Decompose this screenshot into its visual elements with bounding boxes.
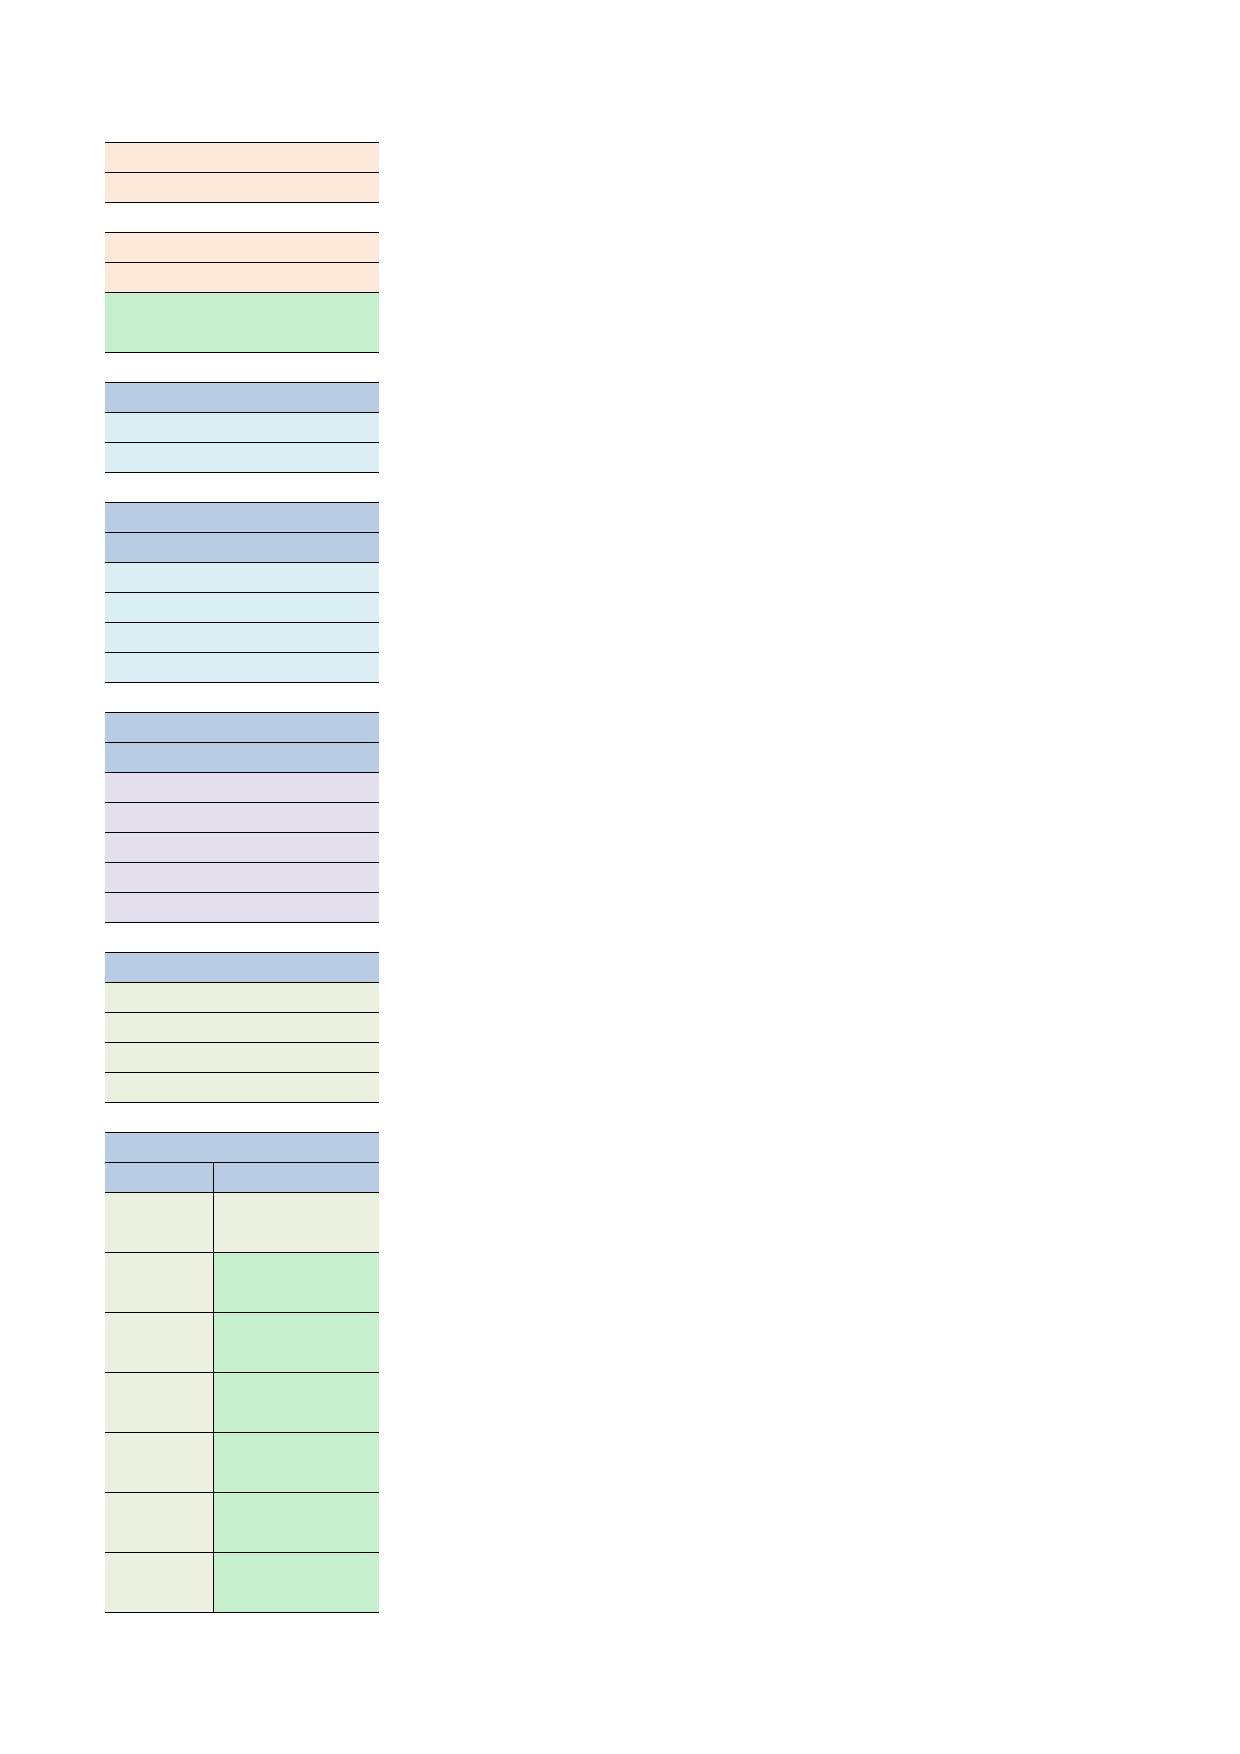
table-cell — [214, 1313, 379, 1372]
table-section-3 — [105, 382, 379, 473]
table-header-row — [105, 743, 379, 773]
table-row — [105, 1373, 379, 1433]
table-row — [105, 413, 379, 443]
table-row — [105, 803, 379, 833]
table-header-row — [105, 533, 379, 563]
table-cell — [214, 1493, 379, 1552]
table-row — [105, 1493, 379, 1553]
table-cell — [105, 1163, 214, 1192]
table-cell — [105, 1433, 214, 1492]
table-row — [105, 173, 379, 203]
table-header-row — [105, 383, 379, 413]
table-row — [105, 653, 379, 683]
table-cell — [105, 1193, 214, 1252]
table-cell — [214, 1193, 379, 1252]
table-cell — [214, 1553, 379, 1612]
table-section-2 — [105, 232, 379, 353]
table-row — [105, 1313, 379, 1373]
table-row — [105, 1553, 379, 1613]
table-cell — [105, 1553, 214, 1612]
table-row — [105, 563, 379, 593]
table-row — [105, 143, 379, 173]
table-header-row — [105, 1133, 379, 1163]
table-cell — [105, 1253, 214, 1312]
table-section-1 — [105, 142, 379, 203]
table-row — [105, 1433, 379, 1493]
table-row — [105, 1013, 379, 1043]
table-row — [105, 983, 379, 1013]
table-cell — [105, 1493, 214, 1552]
table-row — [105, 863, 379, 893]
table-section-6 — [105, 952, 379, 1103]
table-cell — [105, 1373, 214, 1432]
table-row — [105, 593, 379, 623]
table-row — [105, 833, 379, 863]
table-header-row — [105, 1163, 379, 1193]
table-section-7 — [105, 1132, 379, 1613]
table-cell — [105, 1313, 214, 1372]
table-section-5 — [105, 712, 379, 923]
table-section-4 — [105, 502, 379, 683]
table-cell — [214, 1373, 379, 1432]
table-row — [105, 1043, 379, 1073]
table-row — [105, 1253, 379, 1313]
table-cell — [214, 1163, 379, 1192]
table-row — [105, 263, 379, 293]
table-row — [105, 293, 379, 353]
table-cell — [214, 1253, 379, 1312]
table-header-row — [105, 503, 379, 533]
table-row — [105, 623, 379, 653]
table-row — [105, 443, 379, 473]
table-cell — [214, 1433, 379, 1492]
table-row — [105, 233, 379, 263]
table-header-row — [105, 713, 379, 743]
table-row — [105, 1073, 379, 1103]
table-row — [105, 893, 379, 923]
table-row — [105, 773, 379, 803]
table-row — [105, 1193, 379, 1253]
table-header-row — [105, 953, 379, 983]
